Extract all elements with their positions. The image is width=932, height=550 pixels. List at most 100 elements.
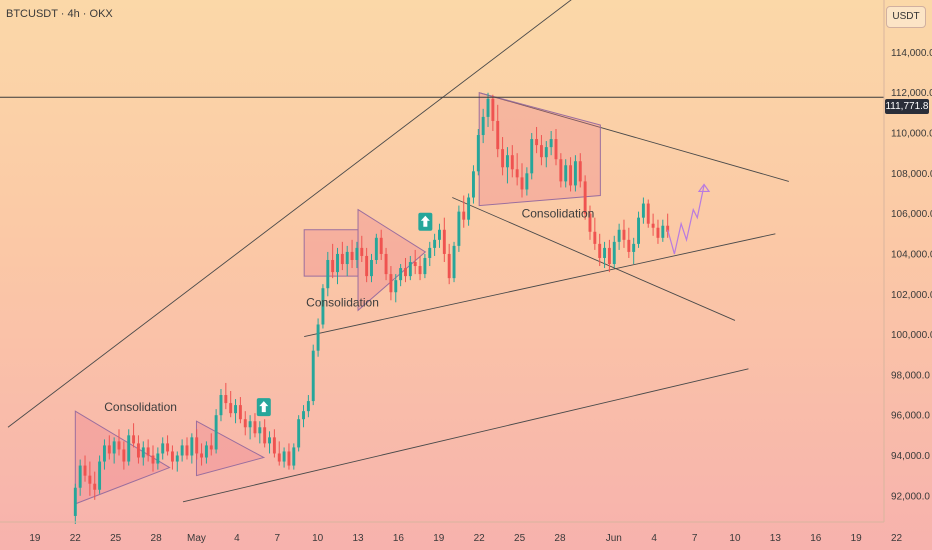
arrow-up-glyph: [420, 215, 430, 227]
zone-labels: Consolidation Consolidation Consolidation: [104, 207, 594, 414]
candle-body: [78, 465, 82, 488]
price-tick-label: 104,000.0: [891, 249, 932, 260]
candle-body: [442, 229, 446, 254]
candle-body: [438, 229, 441, 240]
candles: [73, 92, 670, 525]
candle-body: [471, 171, 475, 198]
trendline: [182, 368, 749, 503]
price-tick-label: 110,000.0: [891, 129, 932, 140]
candle-body: [360, 247, 364, 256]
projection-path: [667, 183, 711, 255]
candle-body: [166, 443, 170, 452]
price-tick-label: 98,000.0: [891, 370, 930, 381]
candle-body: [219, 395, 223, 416]
time-tick-label: 22: [891, 533, 903, 544]
candle-body: [268, 437, 271, 444]
candle-body: [311, 350, 315, 402]
time-tick-label: 4: [234, 533, 240, 544]
candle-body: [573, 161, 577, 186]
candle-body: [180, 445, 184, 456]
candle-body: [136, 443, 140, 458]
price-tick-label: 100,000.0: [891, 330, 932, 341]
candle-body: [292, 447, 296, 466]
time-tick-label: 22: [474, 533, 486, 544]
candle-body: [156, 453, 160, 464]
candle-body: [321, 288, 325, 325]
candle-body: [389, 274, 393, 293]
candle-body: [564, 165, 568, 182]
candle-body: [578, 161, 582, 182]
candle-body: [277, 453, 281, 462]
candle-body: [204, 445, 208, 458]
candle-body: [365, 255, 369, 277]
candle-body: [331, 259, 335, 273]
price-tick-label: 92,000.0: [891, 491, 930, 502]
trendline: [304, 233, 776, 338]
candle-body: [394, 280, 398, 293]
time-tick-label: 19: [29, 533, 41, 544]
candle-body: [345, 251, 349, 265]
candle-body: [404, 268, 407, 277]
candle-body: [350, 251, 354, 260]
candle-body: [549, 139, 553, 148]
time-tick-label: 16: [393, 533, 405, 544]
time-tick-label: Jun: [606, 533, 622, 544]
candle-body: [418, 266, 422, 275]
price-tick-label: 94,000.0: [891, 451, 930, 462]
candle-body: [132, 435, 136, 444]
time-tick-label: 19: [851, 533, 863, 544]
candle-body: [452, 245, 456, 279]
candle-body: [224, 395, 228, 404]
candle-body: [234, 405, 237, 414]
candle-body: [515, 169, 519, 178]
candle-body: [423, 257, 427, 275]
time-tick-label: 22: [70, 533, 82, 544]
candle-body: [229, 403, 233, 414]
last-price-label: 111,771.8: [885, 99, 929, 114]
candle-body: [661, 225, 665, 238]
price-tick-label: 102,000.0: [891, 290, 932, 301]
candle-body: [297, 419, 301, 448]
projection-line: [667, 185, 705, 255]
candle-body: [632, 243, 636, 252]
trendline: [452, 197, 736, 321]
time-tick-label: 7: [274, 533, 280, 544]
candle-body: [510, 155, 514, 170]
candle-body: [88, 475, 92, 484]
time-axis: 19 22 25 28 May 4 7 10 13 16 19 22 25 28 Jun 4 7 10 13 16 19…: [0, 521, 903, 544]
candle-body: [607, 247, 611, 265]
candle-body: [501, 149, 505, 168]
time-tick-label: May: [187, 533, 206, 544]
candle-body: [263, 427, 267, 444]
candle-body: [214, 415, 218, 450]
candle-body: [117, 441, 121, 450]
candle-body: [535, 139, 539, 146]
candle-body: [627, 239, 631, 252]
candle-body: [603, 247, 607, 258]
projection-arrowhead: [697, 183, 711, 193]
candle-body: [447, 253, 451, 279]
candle-body: [554, 139, 558, 160]
candle-body: [336, 253, 339, 273]
time-tick-label: 25: [110, 533, 122, 544]
trendline: [7, 0, 572, 428]
time-tick-label: 4: [651, 533, 657, 544]
consolidation-label: Consolidation: [306, 295, 379, 309]
candle-body: [209, 445, 213, 450]
candle-body: [622, 229, 626, 240]
candle-body: [491, 98, 495, 121]
currency-button[interactable]: USDT: [886, 6, 926, 28]
candle-body: [272, 437, 276, 454]
candle-body: [408, 262, 412, 277]
consolidation-label: Consolidation: [522, 207, 595, 221]
candle-body: [379, 237, 383, 254]
candle-body: [462, 211, 466, 220]
candle-body: [355, 247, 359, 260]
candle-body: [282, 451, 286, 462]
candle-body: [83, 465, 87, 476]
candle-body: [195, 437, 199, 454]
candle-body: [340, 253, 344, 265]
candle-body: [588, 213, 592, 232]
time-tick-label: 16: [810, 533, 822, 544]
